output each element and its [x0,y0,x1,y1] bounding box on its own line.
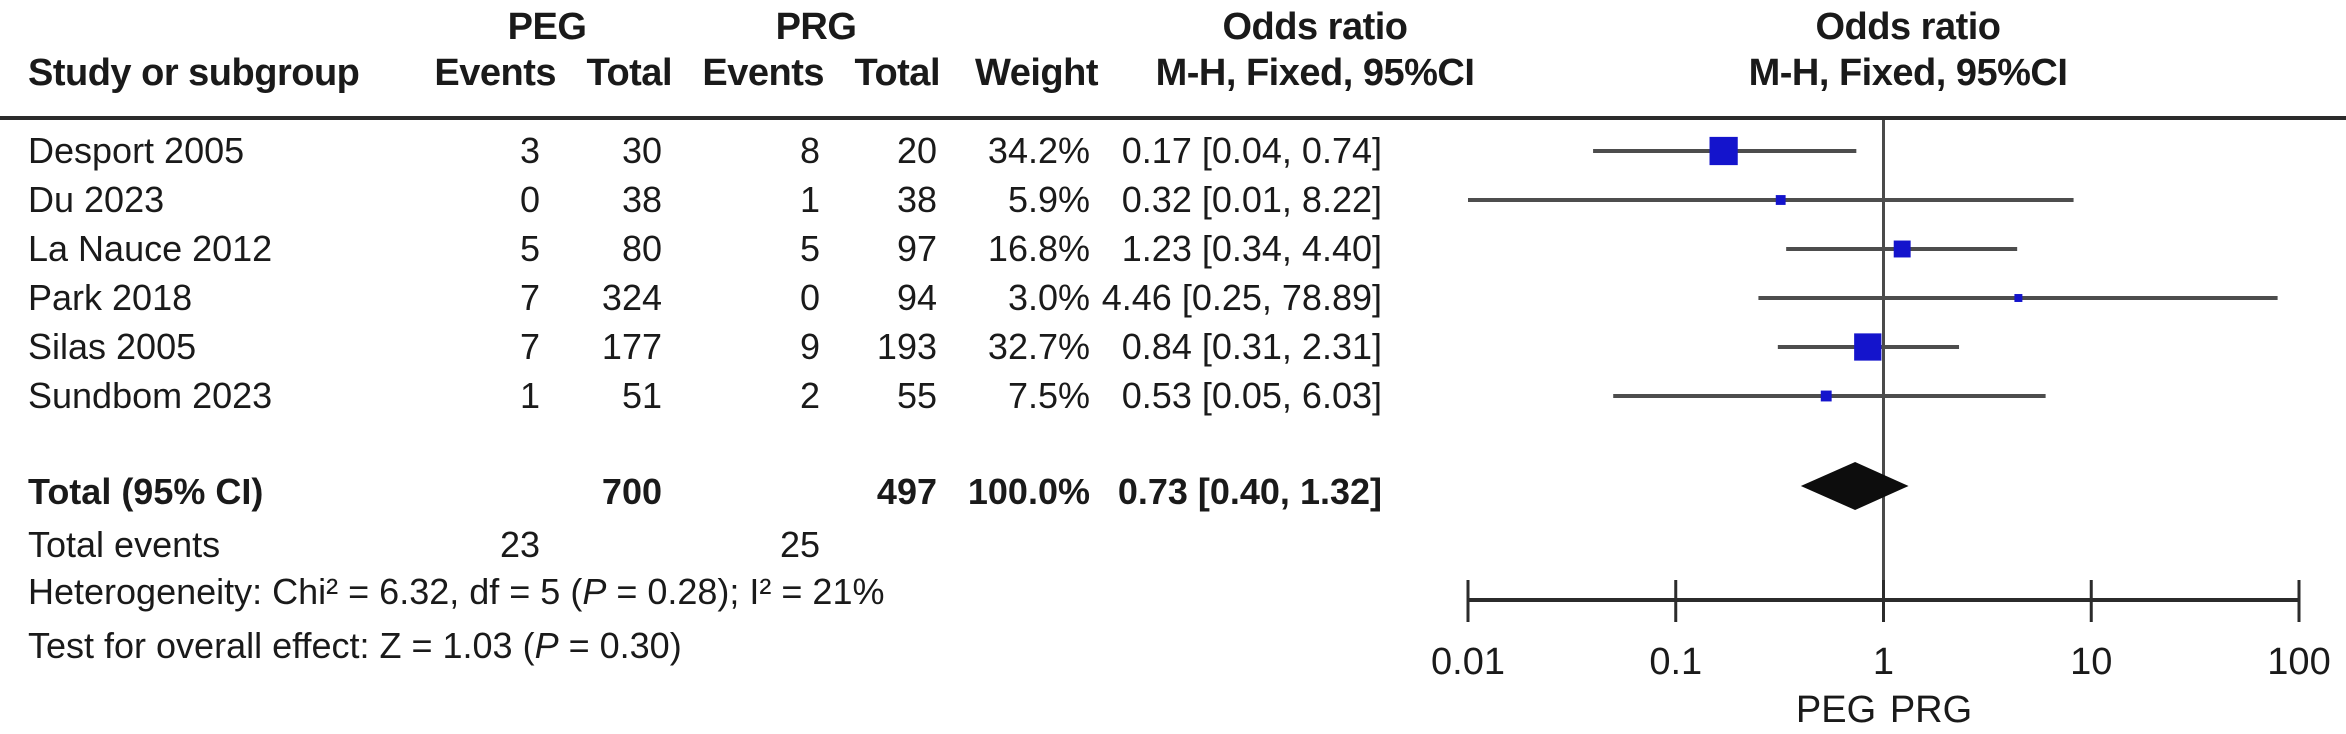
or-square-marker [1709,136,1738,166]
peg-events-value: 0 [519,179,540,220]
prg-total-value: 94 [896,277,937,318]
or-square-marker [1775,195,1786,205]
peg-events-value: 1 [519,375,540,416]
axis-tick-label: 1 [1872,641,1895,683]
or-ci-value: 0.32 [0.01, 8.22] [1121,179,1382,220]
or-ci-value: 4.46 [0.25, 78.89] [1101,277,1382,318]
or-square-marker [1820,390,1832,402]
total-peg-total: 700 [601,471,662,512]
study-label: Sundbom 2023 [28,375,273,416]
weight-value: 34.2% [987,130,1090,171]
total-weight: 100.0% [967,471,1090,512]
or-ci-value: 0.84 [0.31, 2.31] [1121,326,1382,367]
p-symbol: P [582,571,607,612]
peg-total-value: 38 [621,179,662,220]
weight-value: 16.8% [987,228,1090,269]
prg-total-value: 38 [896,179,937,220]
favours-left-group-label: PEG [1795,689,1877,731]
overall-effect-stat: Test for overall effect: Z = 1.03 (P = 0… [28,628,682,664]
group1-header: PEG [507,6,587,48]
total-or-ci: 0.73 [0.40, 1.32] [1117,471,1382,512]
odds-ratio-plot-col-title: Odds ratio [1815,6,2001,48]
summary-diamond [1800,462,1909,510]
prg-total-value: 97 [896,228,937,269]
overall-effect-prefix: Test for overall effect: Z = 1.03 ( [28,625,535,666]
peg-events-value: 7 [519,277,540,318]
prg-events-value: 2 [799,375,820,416]
weight-column-header: Weight [975,52,1098,94]
group2-header: PRG [775,6,857,48]
or-square-marker [1854,333,1882,361]
heterogeneity-suffix: = 0.28); I² = 21% [606,571,885,612]
prg-events-value: 8 [799,130,820,171]
axis-tick-label: 0.01 [1431,641,1505,683]
weight-value: 7.5% [1007,375,1090,416]
prg-total-value: 193 [876,326,937,367]
total-events-label: Total events [28,524,221,565]
prg-total-header: Total [854,52,941,94]
total-label: Total (95% CI) [28,471,264,512]
study-label: Desport 2005 [28,130,245,171]
prg-events-value: 0 [799,277,820,318]
total-events-peg: 23 [499,524,540,565]
or-square-marker [2014,294,2023,302]
prg-events-value: 1 [799,179,820,220]
weight-value: 32.7% [987,326,1090,367]
weight-value: 5.9% [1007,179,1090,220]
peg-events-header: Events [434,52,556,94]
favours-right-group-label: PRG [1889,689,1973,731]
peg-total-value: 30 [621,130,662,171]
axis-tick-label: 100 [2267,641,2331,683]
study-label: Du 2023 [28,179,165,220]
peg-total-value: 80 [621,228,662,269]
axis-tick-label: 0.1 [1649,641,1703,683]
prg-events-header: Events [702,52,824,94]
peg-total-value: 177 [601,326,662,367]
prg-events-value: 9 [799,326,820,367]
peg-events-value: 7 [519,326,540,367]
overall-effect-suffix: = 0.30) [558,625,682,666]
total-prg-total: 497 [876,471,937,512]
weight-value: 3.0% [1007,277,1090,318]
or-ci-value: 0.17 [0.04, 0.74] [1121,130,1382,171]
peg-total-value: 51 [621,375,662,416]
peg-total-value: 324 [601,277,662,318]
or-ci-value: 0.53 [0.05, 6.03] [1121,375,1382,416]
prg-total-value: 55 [896,375,937,416]
study-label: Park 2018 [28,277,193,318]
or-square-marker [1893,240,1911,258]
peg-total-header: Total [586,52,673,94]
study-label: Silas 2005 [28,326,197,367]
peg-events-value: 3 [519,130,540,171]
axis-tick-label: 10 [2070,641,2113,683]
peg-events-value: 5 [519,228,540,269]
heterogeneity-stat: Heterogeneity: Chi² = 6.32, df = 5 (P = … [28,574,884,610]
odds-ratio-text-col-title: Odds ratio [1222,6,1408,48]
prg-events-value: 5 [799,228,820,269]
mh-fixed-ci-text-header: M-H, Fixed, 95%CI [1155,52,1475,94]
p-symbol: P [534,625,559,666]
study-column-header: Study or subgroup [28,52,360,94]
total-events-prg: 25 [779,524,820,565]
mh-fixed-ci-plot-header: M-H, Fixed, 95%CI [1748,52,2068,94]
prg-total-value: 20 [896,130,937,171]
or-ci-value: 1.23 [0.34, 4.40] [1121,228,1382,269]
heterogeneity-prefix: Heterogeneity: Chi² = 6.32, df = 5 ( [28,571,583,612]
study-label: La Nauce 2012 [28,228,273,269]
